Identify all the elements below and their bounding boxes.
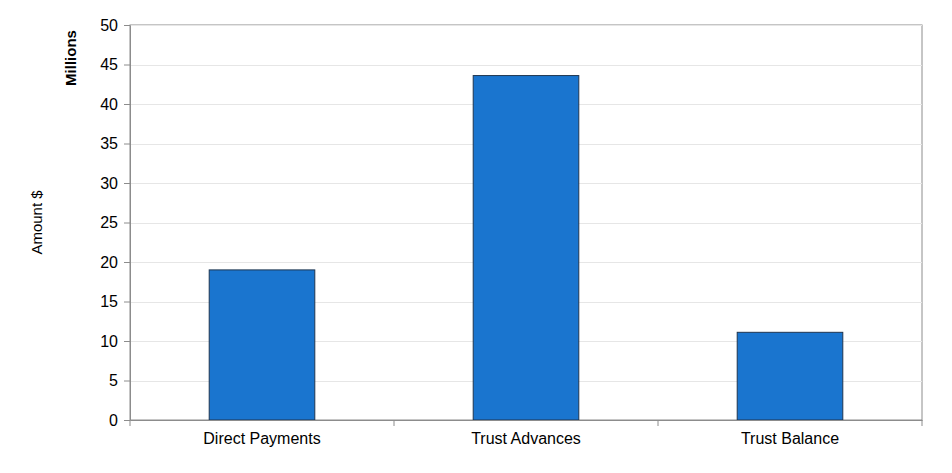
y-tick-label: 50 <box>100 17 118 34</box>
bars <box>209 76 843 420</box>
y-tick: 15 <box>100 293 130 310</box>
y-axis-title: Amount $ <box>28 190 45 255</box>
y-tick-label: 30 <box>100 175 118 192</box>
bar <box>209 270 315 420</box>
y-tick-label: 15 <box>100 293 118 310</box>
y-tick-label: 10 <box>100 333 118 350</box>
unit-label: Millions <box>62 30 79 86</box>
category-separator <box>394 420 395 426</box>
y-tick-mark <box>124 381 130 382</box>
y-tick-mark <box>124 302 130 303</box>
y-tick-label: 25 <box>100 214 118 231</box>
y-axis-line <box>124 26 131 421</box>
chart: 0 5 10 15 20 25 30 35 40 45 50 Direct Payments Trust… <box>0 0 952 473</box>
bar <box>473 76 579 420</box>
y-tick-mark <box>124 104 130 105</box>
y-tick-label: 5 <box>109 372 118 389</box>
x-tick-label: Direct Payments <box>203 430 320 447</box>
y-tick-mark <box>124 25 130 26</box>
grid-line <box>130 65 922 66</box>
y-tick-mark <box>124 223 130 224</box>
y-tick-mark <box>124 65 130 66</box>
y-tick: 20 <box>100 254 130 271</box>
y-tick-label: 40 <box>100 96 118 113</box>
y-tick-label: 0 <box>109 412 118 429</box>
y-tick: 50 <box>100 17 130 34</box>
x-axis: Direct Payments Trust Advances Trust Balan… <box>131 420 923 447</box>
y-tick: 25 <box>100 214 130 231</box>
y-tick-mark <box>124 183 130 184</box>
y-tick-label: 20 <box>100 254 118 271</box>
x-tick-label: Trust Advances <box>471 430 581 447</box>
y-tick-label: 45 <box>100 56 118 73</box>
y-tick-mark <box>124 262 130 263</box>
grid-line <box>130 25 922 26</box>
y-tick: 40 <box>100 96 130 113</box>
grid-line <box>130 420 922 421</box>
x-axis-line <box>131 420 923 421</box>
x-tick: Trust Balance <box>741 420 839 447</box>
y-axis: 0 5 10 15 20 25 30 35 40 45 50 <box>100 17 130 429</box>
y-tick-mark <box>124 420 130 421</box>
y-tick: 45 <box>100 56 130 73</box>
y-tick: 10 <box>100 333 130 350</box>
y-tick-mark <box>124 144 130 145</box>
x-tick-label: Trust Balance <box>741 430 839 447</box>
y-tick-mark <box>124 341 130 342</box>
category-separator <box>658 420 659 426</box>
bar <box>737 332 843 420</box>
category-separator <box>130 420 131 426</box>
y-tick: 30 <box>100 175 130 192</box>
category-separator <box>922 420 923 426</box>
x-tick: Direct Payments <box>203 420 320 447</box>
category-separators <box>130 420 922 426</box>
grid <box>130 26 922 421</box>
y-tick: 35 <box>100 135 130 152</box>
x-tick: Trust Advances <box>471 420 581 447</box>
y-tick-label: 35 <box>100 135 118 152</box>
plot-frame <box>130 25 922 420</box>
y-tick: 0 <box>109 412 130 429</box>
y-tick: 5 <box>109 372 130 389</box>
